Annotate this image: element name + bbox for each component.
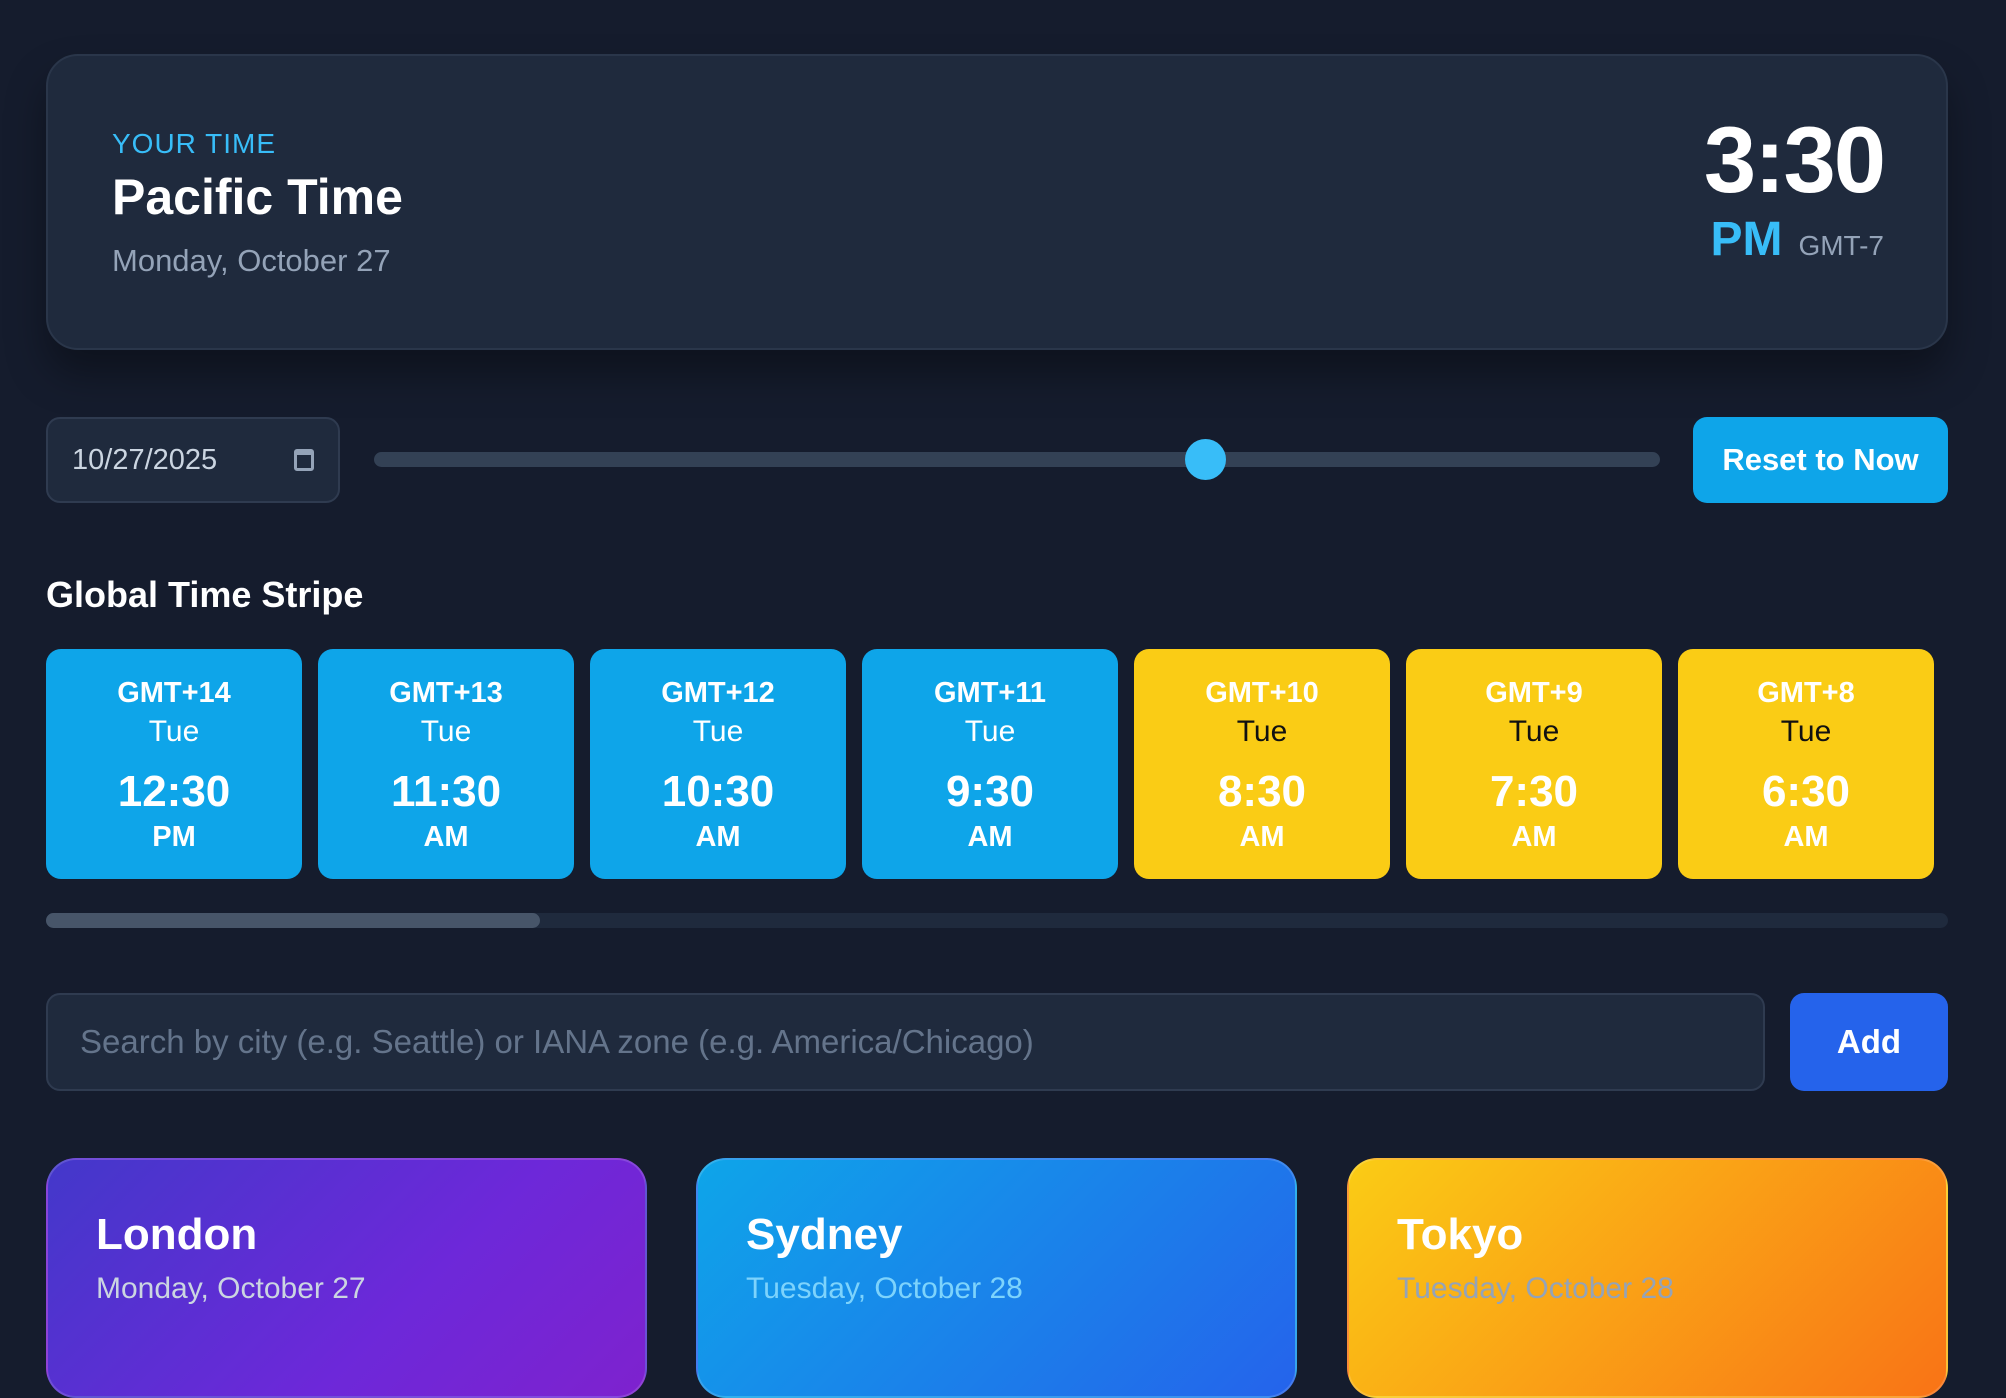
date-picker[interactable]: 10/27/2025 xyxy=(46,417,340,503)
city-card-sydney[interactable]: Sydney Tuesday, October 28 xyxy=(696,1158,1297,1398)
tile-offset: GMT+8 xyxy=(1757,677,1855,709)
time-slider[interactable] xyxy=(374,439,1660,480)
time-tile[interactable]: GMT+10 Tue 8:30 AM xyxy=(1134,649,1390,879)
tile-day: Tue xyxy=(420,715,472,748)
tile-offset: GMT+9 xyxy=(1485,677,1583,709)
your-time-card: YOUR TIME Pacific Time Monday, October 2… xyxy=(46,54,1948,350)
tile-offset: GMT+13 xyxy=(389,677,503,709)
tile-offset: GMT+11 xyxy=(933,677,1047,709)
tile-offset: GMT+12 xyxy=(661,677,775,709)
timezone-name: Pacific Time xyxy=(112,169,403,225)
time-tile[interactable]: GMT+12 Tue 10:30 AM xyxy=(590,649,846,879)
tile-ampm: AM xyxy=(1511,821,1557,853)
stripe-title: Global Time Stripe xyxy=(46,574,364,615)
tile-time: 8:30 xyxy=(1217,767,1307,816)
gmt-offset: GMT-7 xyxy=(1798,230,1884,261)
calendar-icon[interactable] xyxy=(294,449,314,471)
add-button[interactable]: Add xyxy=(1790,993,1948,1091)
tile-day: Tue xyxy=(964,715,1016,748)
time-stripe[interactable]: GMT+14 Tue 12:30 PM GMT+13 Tue 11:30 AM GMT+12 Tu… xyxy=(46,649,1934,879)
city-name: Tokyo xyxy=(1397,1210,1524,1259)
tile-time: 6:30 xyxy=(1761,767,1851,816)
time-tile[interactable]: GMT+13 Tue 11:30 AM xyxy=(318,649,574,879)
city-date: Tuesday, October 28 xyxy=(1397,1272,1674,1305)
tile-offset: GMT+14 xyxy=(117,677,231,709)
time-tile[interactable]: GMT+8 Tue 6:30 AM xyxy=(1678,649,1934,879)
date-value: 10/27/2025 xyxy=(72,443,218,476)
tile-ampm: AM xyxy=(1783,821,1829,853)
search-input[interactable] xyxy=(46,993,1765,1091)
time-tile[interactable]: GMT+14 Tue 12:30 PM xyxy=(46,649,302,879)
city-card-london[interactable]: London Monday, October 27 xyxy=(46,1158,647,1398)
tile-day: Tue xyxy=(1236,715,1288,748)
stripe-scrollbar[interactable] xyxy=(46,913,1948,928)
time-meta: PM GMT-7 xyxy=(1710,212,1884,267)
tile-ampm: AM xyxy=(1239,821,1285,853)
tile-ampm: AM xyxy=(423,821,469,853)
city-name: London xyxy=(96,1210,258,1259)
tile-time: 12:30 xyxy=(117,767,231,816)
tile-ampm: AM xyxy=(967,821,1013,853)
tile-time: 10:30 xyxy=(661,767,775,816)
tile-offset: GMT+10 xyxy=(1205,677,1319,709)
city-date: Monday, October 27 xyxy=(96,1272,366,1305)
time-tile[interactable]: GMT+9 Tue 7:30 AM xyxy=(1406,649,1662,879)
time-tile[interactable]: GMT+11 Tue 9:30 AM xyxy=(862,649,1118,879)
ampm-indicator: PM xyxy=(1710,213,1783,266)
tile-time: 9:30 xyxy=(945,767,1035,816)
current-time: 3:30 xyxy=(1703,107,1886,212)
your-time-label: YOUR TIME xyxy=(112,128,277,159)
tile-day: Tue xyxy=(1780,715,1832,748)
tile-ampm: AM xyxy=(695,821,741,853)
city-card-tokyo[interactable]: Tokyo Tuesday, October 28 xyxy=(1347,1158,1948,1398)
tile-day: Tue xyxy=(1508,715,1560,748)
tile-time: 11:30 xyxy=(390,767,502,816)
city-date: Tuesday, October 28 xyxy=(746,1272,1023,1305)
scrollbar-thumb[interactable] xyxy=(46,913,540,928)
tile-time: 7:30 xyxy=(1489,767,1579,816)
current-date: Monday, October 27 xyxy=(112,243,391,278)
slider-thumb[interactable] xyxy=(1184,439,1226,480)
tile-ampm: PM xyxy=(152,821,196,853)
city-name: Sydney xyxy=(746,1210,903,1259)
tile-day: Tue xyxy=(148,715,200,748)
tile-day: Tue xyxy=(692,715,744,748)
reset-to-now-button[interactable]: Reset to Now xyxy=(1693,417,1948,503)
